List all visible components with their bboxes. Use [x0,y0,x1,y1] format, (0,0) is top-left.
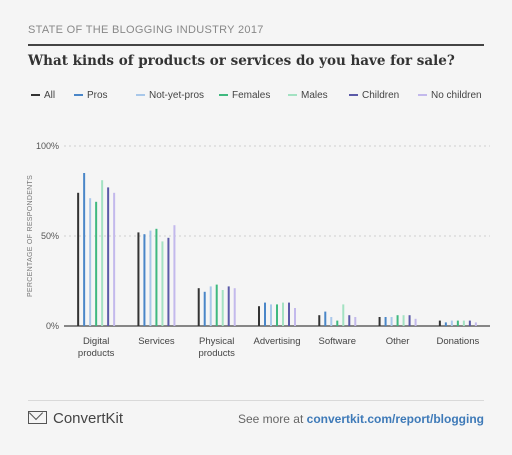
bar [438,320,441,326]
legend-item: Pros [74,90,108,101]
envelope-icon [28,411,47,424]
legend-item: No children [418,90,482,101]
bar [137,232,140,326]
bar [294,308,296,326]
bar [444,322,447,326]
bar [384,317,387,326]
bar [77,192,80,326]
legend-item: Females [219,90,270,101]
bar [330,317,333,326]
bar-chart: 100% 50% 0% PERCENTAGE OF RESPONDENTS Digita… [27,141,490,359]
bar [396,315,399,326]
bar [173,225,176,326]
convertkit-logo: ConvertKit [28,410,123,427]
legend-swatch [219,94,228,97]
bar [390,317,393,326]
report-header: STATE OF THE BLOGGING INDUSTRY 2017 [28,24,484,46]
bar [101,180,104,326]
bar [233,288,236,326]
legend-swatch [31,94,40,97]
bar [378,317,381,326]
bar [95,201,98,326]
see-more-text: See more at convertkit.com/report/bloggi… [238,412,484,426]
legend-label: No children [431,90,482,101]
x-tick-label: Physical [199,336,234,347]
chart-legend: All Pros Not-yet-pros Females Males Children N… [0,90,512,106]
bar [270,304,272,326]
bar [264,302,266,326]
footer-divider [28,400,484,401]
bar [468,320,471,326]
bar [414,318,417,326]
legend-swatch [349,94,358,97]
legend-swatch [136,94,145,97]
x-tick-label: Advertising [254,336,301,347]
bar [258,306,260,326]
bar [215,284,218,326]
bar [143,234,146,326]
bar [474,322,477,326]
brand-name: ConvertKit [53,410,124,427]
bar [336,320,339,326]
x-tick-label: products [78,348,115,359]
x-tick-label: Donations [436,336,479,347]
bar [276,304,278,326]
legend-label: Children [362,90,400,101]
bar [155,228,158,326]
bar [149,230,152,326]
chart-question-title: What kinds of products or services do yo… [28,53,455,69]
legend-label: Not-yet-pros [149,90,205,101]
bar [107,187,110,326]
bar [89,198,92,326]
bar [456,320,459,326]
x-tick-label: Other [386,336,410,347]
bar [161,241,164,326]
x-tick-label: Digital [83,336,109,347]
bar [342,304,345,326]
legend-label: All [44,90,56,101]
legend-item: All [31,90,55,101]
bar [83,173,86,326]
bar [113,192,116,326]
bar [324,311,327,326]
legend-item: Children [349,90,399,101]
legend-item: Not-yet-pros [136,90,204,101]
legend-label: Pros [87,90,108,101]
report-link[interactable]: convertkit.com/report/blogging [306,412,484,426]
bar [197,288,200,326]
bar [462,320,465,326]
bar [221,290,224,326]
bar [227,286,230,326]
y-tick-label: 0% [46,321,59,331]
y-axis-title: PERCENTAGE OF RESPONDENTS [27,175,34,297]
see-more-label: See more at [237,412,307,426]
legend-label: Males [301,90,328,101]
x-tick-label: Software [319,336,357,347]
bar [348,315,351,326]
legend-swatch [418,94,427,97]
legend-swatch [74,94,83,97]
bar [450,320,453,326]
x-tick-label: products [198,348,235,359]
bar [203,291,206,326]
y-tick-label: 100% [36,141,59,151]
legend-item: Males [288,90,328,101]
legend-swatch [288,94,297,97]
legend-label: Females [232,90,271,101]
bar [209,286,212,326]
bar [288,302,290,326]
bar [408,315,411,326]
bar [167,237,170,326]
y-tick-label: 50% [41,231,59,241]
bar [282,302,284,326]
bar [318,315,321,326]
x-tick-label: Services [138,336,175,347]
bar [354,317,357,326]
bar [402,315,405,326]
